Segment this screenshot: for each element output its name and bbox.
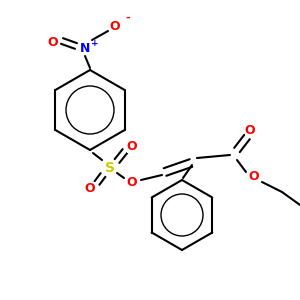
Text: O: O xyxy=(110,20,120,32)
Text: N: N xyxy=(80,41,90,55)
Text: O: O xyxy=(127,176,137,190)
Text: -: - xyxy=(126,13,130,23)
Text: O: O xyxy=(85,182,95,194)
Text: O: O xyxy=(249,170,259,184)
Text: S: S xyxy=(105,161,115,175)
Text: O: O xyxy=(245,124,255,136)
Text: O: O xyxy=(48,37,58,50)
Text: +: + xyxy=(91,38,99,47)
Text: O: O xyxy=(127,140,137,152)
